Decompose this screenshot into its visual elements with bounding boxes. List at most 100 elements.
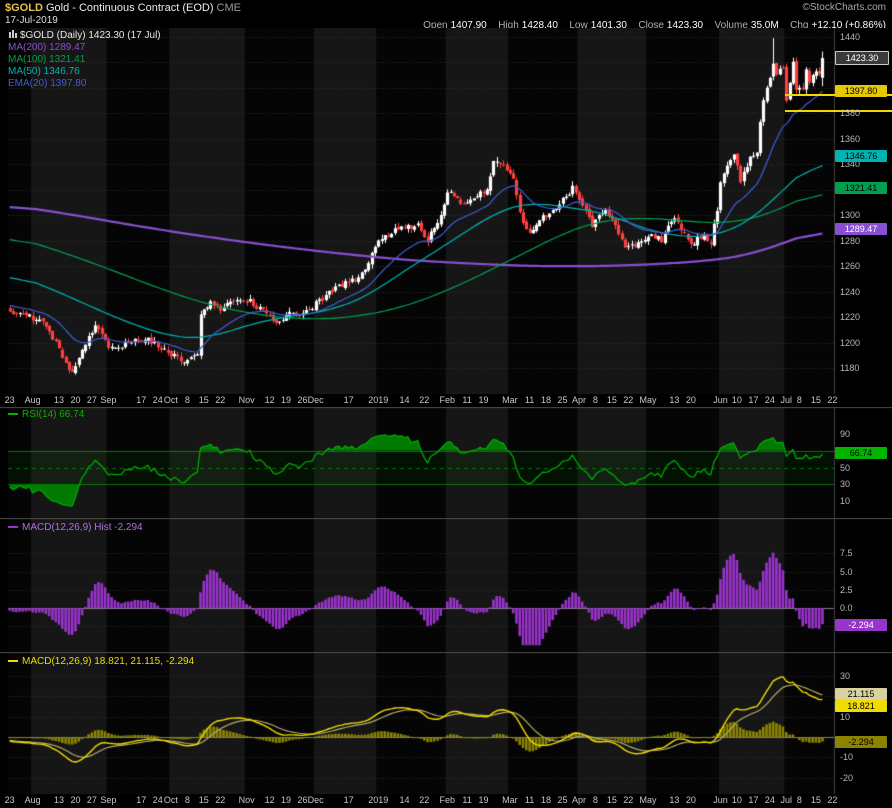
- y-axis-label: 1340: [840, 159, 861, 170]
- x-axis-label: 19: [478, 395, 489, 405]
- x-axis-label: 15: [198, 795, 209, 805]
- chart-date: 17-Jul-2019: [5, 15, 58, 26]
- x-axis-label: Apr: [571, 395, 586, 405]
- x-axis-label: 24: [152, 395, 163, 405]
- y-axis-label: 2.5: [840, 584, 853, 595]
- x-axis-label: 22: [827, 795, 838, 805]
- candlestick-canvas: [0, 28, 892, 394]
- x-axis-label: 19: [281, 795, 292, 805]
- x-axis-main: 23 Aug 13 20 27 Sep 17 24 Oct 8 15 22 Nov 12 19 26 Dec 17…: [0, 394, 892, 407]
- legend-symbol-text: $GOLD (Daily) 1423.30 (17 Jul): [20, 30, 161, 41]
- x-axis-label: Jul: [780, 395, 793, 405]
- price-legend: $GOLD (Daily) 1423.30 (17 Jul) MA(200) 1…: [8, 30, 161, 90]
- x-axis-label: Feb: [439, 395, 456, 405]
- volume-value: 35.0M: [750, 20, 779, 31]
- ma50-value-box: 1346.76: [835, 149, 887, 162]
- x-axis-label: 22: [827, 395, 838, 405]
- volume-label: Volume: [714, 20, 748, 31]
- macd-histogram-legend-text: MACD(12,26,9) Hist -2.294: [22, 522, 143, 533]
- rsi-line-icon: [8, 413, 18, 416]
- macd-histogram-panel: MACD(12,26,9) Hist -2.294 -2.294 7.5 5.0 2…: [0, 518, 892, 652]
- quote-line: Open 1407.90 High 1428.40 Low 1401.30 Close…: [416, 15, 886, 33]
- ma100-value-box: 1321.41: [835, 181, 887, 194]
- x-axis-label: 10: [731, 395, 742, 405]
- x-axis-label: 20: [70, 395, 81, 405]
- symbol-ticker: $GOLD: [5, 2, 43, 14]
- x-axis-label: Aug: [24, 395, 41, 405]
- x-axis-label: May: [639, 795, 657, 805]
- close-value: 1423.30: [666, 20, 704, 31]
- x-axis-label: 8: [592, 795, 598, 805]
- legend-symbol-row: $GOLD (Daily) 1423.30 (17 Jul): [8, 30, 161, 42]
- rsi-value-box: 66.74: [835, 447, 887, 460]
- x-axis-label: 17: [343, 795, 354, 805]
- x-axis-label: 17: [136, 395, 147, 405]
- y-axis-label: 1240: [840, 286, 861, 297]
- y-axis-label: 1200: [840, 337, 861, 348]
- exchange-label: CME: [216, 2, 241, 14]
- x-axis-label: 14: [399, 395, 410, 405]
- credit-link[interactable]: ©StockCharts.com: [802, 2, 886, 13]
- y-axis-label: 1180: [840, 363, 860, 374]
- rsi-legend-text: RSI(14) 66.74: [22, 409, 85, 420]
- x-axis-label: 22: [623, 395, 634, 405]
- x-axis-label: 10: [731, 795, 742, 805]
- high-value: 1428.40: [521, 20, 558, 31]
- x-axis-label: Oct: [163, 795, 178, 805]
- x-axis-label: 20: [685, 795, 696, 805]
- x-axis-label: 18: [541, 795, 552, 805]
- x-axis-label: 2019: [368, 395, 389, 405]
- x-axis-bottom: 23 Aug 13 20 27 Sep 17 24 Oct 8 15 22 Nov 12 19 26 Dec 17…: [0, 794, 892, 808]
- open-value: 1407.90: [450, 20, 487, 31]
- price-panel: $GOLD (Daily) 1423.30 (17 Jul) MA(200) 1…: [0, 28, 892, 394]
- y-axis-label: 10: [840, 496, 851, 507]
- x-axis-label: 22: [419, 795, 430, 805]
- x-axis-label: 8: [796, 795, 802, 805]
- chart-type-icon: [9, 30, 17, 38]
- x-axis-label: 27: [86, 795, 97, 805]
- x-axis-label: 19: [281, 395, 292, 405]
- x-axis-label: May: [639, 395, 657, 405]
- x-axis-label: 20: [685, 395, 696, 405]
- symbol-name: Gold - Continuous Contract (EOD): [45, 2, 214, 14]
- chg-value: +12.10 (+0.86%): [811, 20, 887, 31]
- y-axis-label: 5.0: [840, 566, 853, 577]
- x-axis-label: 2019: [368, 795, 389, 805]
- x-axis-label: 12: [264, 395, 275, 405]
- macd-line-value-box: 18.821: [835, 700, 887, 713]
- x-axis-label: 12: [264, 795, 275, 805]
- legend-ma50: MA(50) 1346.76: [8, 66, 80, 77]
- annotation-line-lower: [784, 109, 892, 112]
- macd-panel: MACD(12,26,9) 18.821, 21.115, -2.294 21.…: [0, 652, 892, 794]
- x-axis-label: Sep: [100, 395, 117, 405]
- y-axis-label: 1280: [840, 235, 861, 246]
- x-axis-label: 25: [557, 795, 568, 805]
- x-axis-label: 26: [297, 395, 308, 405]
- x-axis-label: Mar: [502, 795, 518, 805]
- ema20-value-box: 1397.80: [835, 84, 887, 97]
- x-axis-label: 22: [419, 395, 430, 405]
- x-axis-label: 26: [297, 795, 308, 805]
- rsi-canvas: [0, 407, 892, 518]
- macd-line-icon: [8, 660, 18, 663]
- x-axis-label: 13: [53, 795, 65, 805]
- x-axis-label: 24: [764, 395, 775, 405]
- x-axis-label: 11: [524, 395, 535, 405]
- macd-signal-value-box: 21.115: [835, 688, 887, 701]
- y-axis-label: 1360: [840, 133, 861, 144]
- y-axis-label: 1380: [840, 108, 861, 119]
- y-axis-label: 10: [840, 711, 851, 722]
- x-axis-label: 8: [184, 395, 190, 405]
- x-axis-label: 18: [541, 395, 552, 405]
- x-axis-label: 15: [198, 395, 209, 405]
- x-axis-label: 8: [592, 395, 598, 405]
- x-axis-label: 17: [136, 795, 147, 805]
- x-axis-label: Jul: [780, 795, 793, 805]
- y-axis-label: -10: [840, 752, 854, 763]
- y-axis-label: 90: [840, 428, 851, 439]
- ma200-value-box: 1289.47: [835, 222, 887, 235]
- low-value: 1401.30: [590, 20, 627, 31]
- x-axis-label: 22: [215, 795, 226, 805]
- legend-ma200: MA(200) 1289.47: [8, 42, 86, 53]
- x-axis-label: Mar: [502, 395, 518, 405]
